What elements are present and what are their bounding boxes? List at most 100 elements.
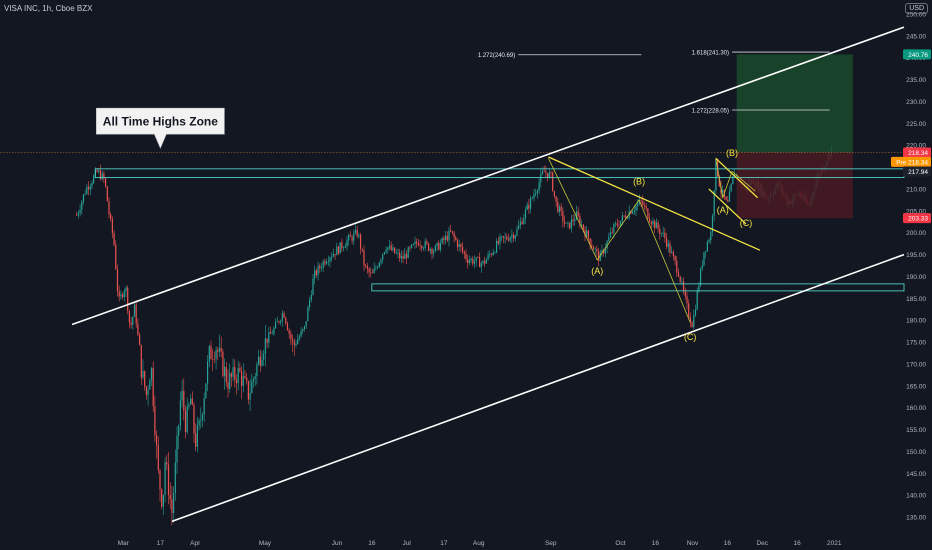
candle-body (422, 247, 425, 249)
candle-body (334, 253, 336, 256)
price-tag-box (903, 49, 931, 60)
candle-body (249, 393, 251, 400)
candle-body (239, 368, 241, 372)
candle-body (268, 332, 270, 343)
candle-body (140, 344, 142, 378)
candle-body (667, 243, 669, 247)
candle-body (645, 205, 647, 209)
candle-body (356, 229, 358, 237)
price-tag-box (903, 213, 931, 224)
candle-body (235, 379, 238, 384)
price-axis[interactable]: 135.00 140.00 145.00 150.00 155.00 160.00 165.… (891, 12, 931, 522)
candle-body (99, 170, 102, 180)
callout-box (96, 107, 225, 149)
time-axis[interactable]: Mar 17 Apr May Jun 16 Jul 17 Aug Sep Oct 16 Nov 16 Dec… (118, 540, 842, 547)
candle-body (625, 216, 627, 219)
candle-body (676, 260, 678, 273)
candle-body (269, 332, 272, 334)
candle-body (390, 245, 392, 251)
candle-body (242, 376, 244, 386)
support-zone (371, 283, 905, 292)
zones-layer (736, 54, 853, 219)
y-tick-label: 165.00 (906, 383, 926, 390)
candle-body (671, 252, 673, 253)
candle-body (472, 258, 474, 264)
candle-body (229, 373, 231, 389)
candle-body (256, 364, 258, 377)
y-tick-label: 175.00 (906, 340, 926, 347)
candle-body (427, 243, 430, 251)
candle-body (664, 232, 666, 238)
candle-body (662, 232, 664, 234)
candle-body (528, 204, 530, 209)
candle-body (511, 234, 513, 238)
candle-body (363, 250, 365, 266)
x-tick-label: 16 (652, 540, 660, 547)
candle-body (257, 356, 260, 365)
candle-body (693, 315, 695, 328)
candle-body (223, 366, 226, 377)
y-tick-label: 250.00 (906, 12, 926, 19)
candle-body (728, 191, 731, 202)
candle-body (686, 296, 688, 304)
candle-body (273, 328, 275, 334)
candle-body (225, 366, 227, 383)
candle-body (706, 241, 708, 251)
candle-body (698, 285, 700, 292)
candle-body (501, 236, 503, 237)
candle-body (580, 224, 583, 226)
candle-body (642, 200, 644, 206)
candle-body (669, 243, 671, 253)
candle-body (643, 205, 646, 206)
candle-body (188, 404, 190, 407)
candle-body (263, 354, 265, 360)
lower-channel (171, 253, 905, 523)
candle-body (161, 489, 163, 507)
candle-body (344, 246, 346, 248)
y-tick-label: 150.00 (906, 449, 926, 456)
candle-body (79, 209, 81, 213)
candle-body (307, 307, 309, 322)
candle-body (259, 356, 261, 366)
candle-body (261, 359, 263, 366)
candle-body (195, 433, 197, 447)
candle-body (138, 334, 141, 345)
candle-body (176, 435, 178, 463)
fib-level-label: 1.618(241.30) (692, 51, 729, 57)
candle-body (560, 206, 562, 212)
y-tick-label: 205.00 (906, 208, 926, 215)
candle-body (577, 211, 579, 217)
candle-body (558, 206, 561, 212)
candle-body (620, 220, 622, 227)
candle-body (616, 223, 618, 226)
candle-body (104, 178, 107, 187)
candle-body (529, 197, 532, 209)
candle-body (200, 419, 202, 421)
candle-body (89, 186, 91, 190)
candle-body (240, 371, 243, 386)
y-tick-label: 155.00 (906, 427, 926, 434)
candle-body (315, 270, 317, 276)
candle-body (495, 241, 498, 253)
candle-body (283, 313, 285, 318)
candle-body (589, 238, 591, 245)
candle-body (637, 203, 639, 207)
candle-body (555, 196, 557, 202)
candle-body (314, 270, 316, 279)
candle-body (300, 331, 302, 337)
candle-body (660, 233, 663, 235)
candle-body (167, 464, 170, 495)
candle-body (604, 248, 606, 254)
candle-body (132, 316, 134, 325)
candle-body (81, 201, 83, 210)
candle-body (341, 242, 343, 249)
candle-body (433, 251, 435, 254)
candle-body (575, 211, 578, 220)
candle-body (215, 349, 217, 360)
candle-body (484, 260, 486, 264)
candle-body (370, 272, 372, 273)
currency-button[interactable]: USD (905, 3, 928, 14)
candle-body (234, 367, 236, 380)
candle-body (159, 470, 161, 490)
